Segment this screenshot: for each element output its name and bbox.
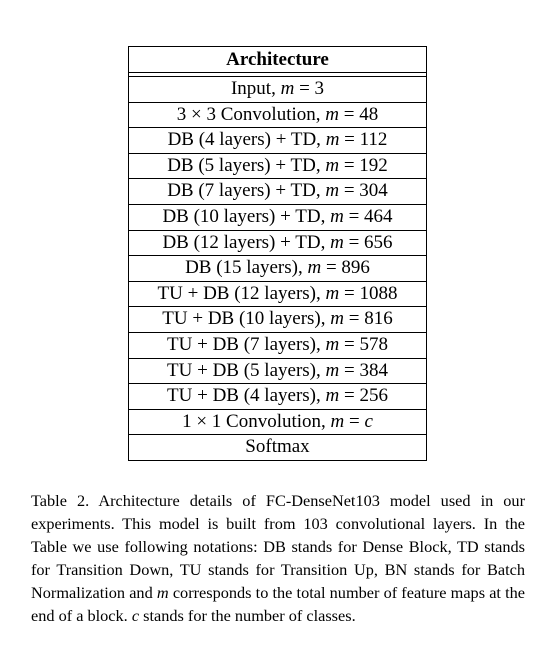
table-row: TU + DB (7 layers), m = 578 bbox=[128, 332, 427, 359]
table-cell: Softmax bbox=[128, 435, 427, 461]
table-row: TU + DB (10 layers), m = 816 bbox=[128, 307, 427, 333]
architecture-table-container: Architecture Input, m = 3 3 × 3 Convolut… bbox=[128, 46, 427, 461]
table-row: DB (7 layers) + TD, m = 304 bbox=[128, 179, 427, 205]
table-cell: TU + DB (10 layers), m = 816 bbox=[128, 307, 427, 333]
table-row: DB (10 layers) + TD, m = 464 bbox=[128, 204, 427, 231]
table-cell: DB (4 layers) + TD, m = 112 bbox=[128, 128, 427, 154]
table-row: TU + DB (5 layers), m = 384 bbox=[128, 358, 427, 385]
table-row: DB (12 layers) + TD, m = 656 bbox=[128, 230, 427, 257]
table-cell: TU + DB (5 layers), m = 384 bbox=[128, 358, 427, 385]
table-row: DB (4 layers) + TD, m = 112 bbox=[128, 128, 427, 154]
table-caption: Table 2. Architecture details of FC-Dens… bbox=[31, 491, 526, 625]
header-double-rule bbox=[128, 73, 427, 77]
table-row: DB (15 layers), m = 896 bbox=[128, 256, 427, 282]
table-cell: Input, m = 3 bbox=[128, 77, 427, 103]
table-row: TU + DB (12 layers), m = 1088 bbox=[128, 281, 427, 308]
table-header-row: Architecture bbox=[128, 46, 427, 73]
table-row: 3 × 3 Convolution, m = 48 bbox=[128, 102, 427, 129]
table-row: DB (5 layers) + TD, m = 192 bbox=[128, 153, 427, 180]
table-cell: DB (7 layers) + TD, m = 304 bbox=[128, 179, 427, 205]
table-cell: DB (12 layers) + TD, m = 656 bbox=[128, 230, 427, 257]
table-row: Softmax bbox=[128, 435, 427, 461]
table-cell: DB (15 layers), m = 896 bbox=[128, 256, 427, 282]
table-cell: TU + DB (12 layers), m = 1088 bbox=[128, 281, 427, 308]
table-cell: TU + DB (4 layers), m = 256 bbox=[128, 384, 427, 410]
architecture-table: Architecture Input, m = 3 3 × 3 Convolut… bbox=[128, 46, 427, 461]
table-cell: 1 × 1 Convolution, m = c bbox=[128, 409, 427, 436]
table-row: Input, m = 3 bbox=[128, 77, 427, 103]
table-cell: 3 × 3 Convolution, m = 48 bbox=[128, 102, 427, 129]
table-header: Architecture bbox=[128, 46, 427, 73]
table-row: TU + DB (4 layers), m = 256 bbox=[128, 384, 427, 410]
table-cell: DB (10 layers) + TD, m = 464 bbox=[128, 204, 427, 231]
table-cell: DB (5 layers) + TD, m = 192 bbox=[128, 153, 427, 180]
table-body: Input, m = 3 3 × 3 Convolution, m = 48 D… bbox=[128, 73, 427, 461]
table-row: 1 × 1 Convolution, m = c bbox=[128, 409, 427, 436]
table-cell: TU + DB (7 layers), m = 578 bbox=[128, 332, 427, 359]
